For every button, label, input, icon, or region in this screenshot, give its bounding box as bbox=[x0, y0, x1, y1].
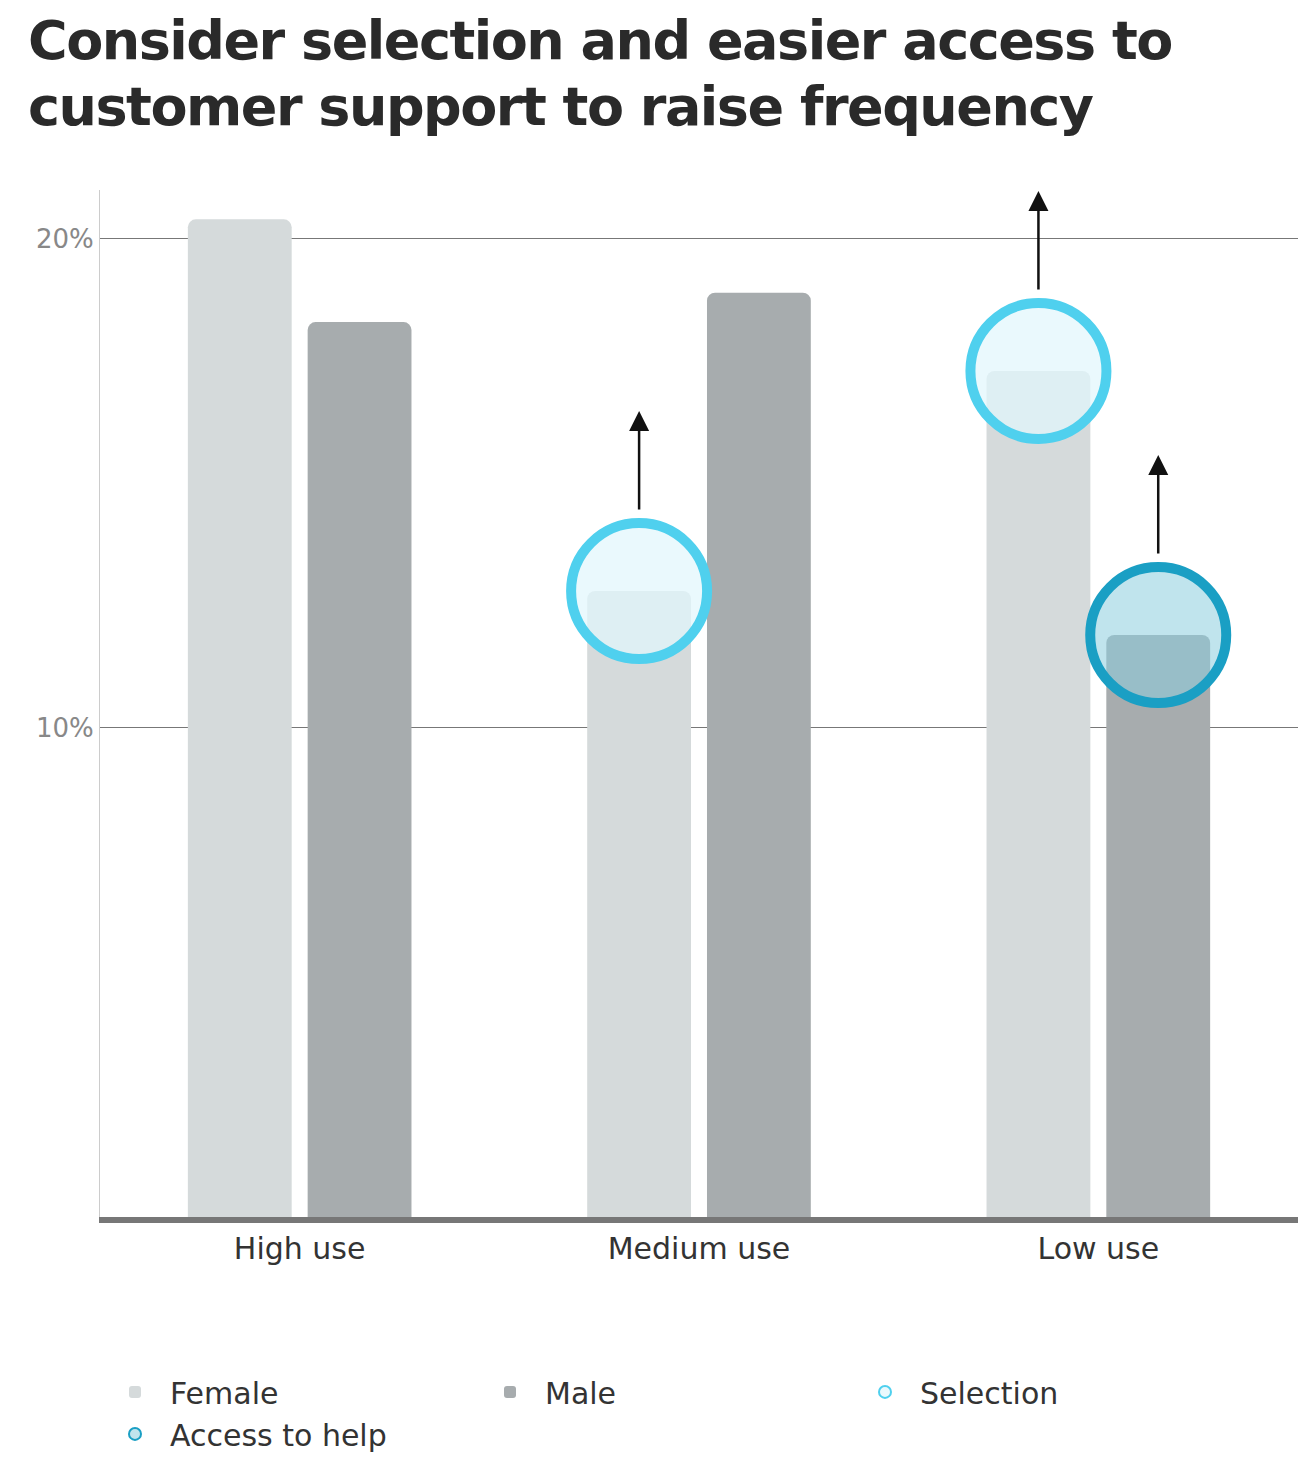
html-text:Consider selection and easier: Consider selection and easier access to … bbox=[28, 9, 1172, 138]
svg-text:Male: Male bbox=[545, 1376, 616, 1411]
svg-text:10%: 10% bbox=[36, 713, 94, 743]
svg-text:High use: High use bbox=[234, 1231, 366, 1266]
svg-text:Medium use: Medium use bbox=[608, 1231, 791, 1266]
svg-text:20%: 20% bbox=[36, 224, 94, 254]
svg-text:Female: Female bbox=[170, 1376, 278, 1411]
svg-text:Selection: Selection bbox=[920, 1376, 1058, 1411]
svg-text:Access to help: Access to help bbox=[170, 1418, 387, 1453]
svg-text:Low use: Low use bbox=[1037, 1231, 1159, 1266]
